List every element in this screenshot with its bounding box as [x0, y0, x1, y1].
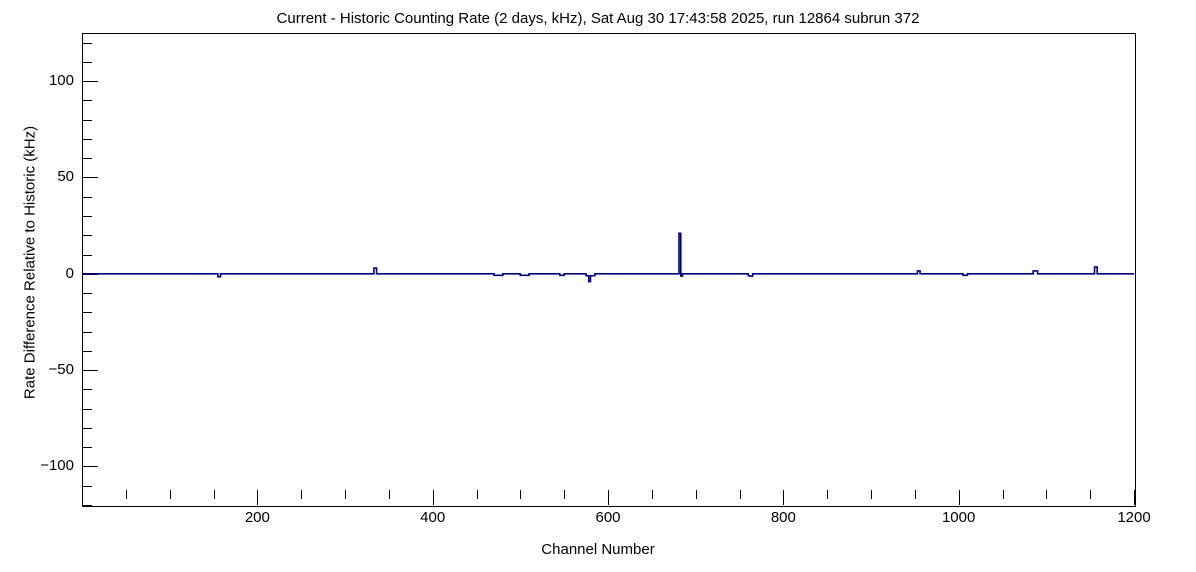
y-axis-tick [83, 331, 92, 333]
y-axis-tick [83, 254, 92, 256]
y-axis-tick-label: 50 [57, 168, 74, 186]
y-axis-tick [83, 216, 92, 218]
plot-area [82, 33, 1134, 505]
y-axis-tick [83, 312, 92, 314]
x-axis-tick [432, 490, 434, 505]
x-axis-tick [1046, 490, 1048, 499]
x-axis-tick [1134, 490, 1135, 505]
y-axis-title: Rate Difference Relative to Historic (kH… [21, 125, 39, 400]
rate-difference-trace [82, 232, 1134, 283]
x-axis-tick [783, 490, 785, 505]
x-axis-tick [871, 490, 872, 499]
x-axis-tick-label: 1000 [941, 509, 976, 526]
y-axis-tick [83, 138, 92, 140]
x-axis-tick [388, 490, 390, 499]
x-axis-tick [914, 490, 916, 499]
x-axis-tick [213, 490, 215, 499]
y-axis-tick [83, 389, 92, 391]
y-axis-tick [83, 235, 92, 237]
y-axis-tick [83, 196, 92, 198]
x-axis-tick [827, 490, 829, 499]
plot-frame [82, 33, 1136, 507]
y-axis-tick [83, 42, 92, 44]
y-axis-tick [83, 466, 98, 468]
y-axis-tick-label: 0 [65, 264, 74, 282]
x-axis-tick [651, 490, 653, 499]
x-axis-tick-label: 200 [244, 509, 270, 526]
x-axis-tick [257, 490, 259, 505]
y-axis-tick [83, 505, 92, 506]
x-axis-tick [695, 490, 697, 499]
x-axis-tick [125, 490, 127, 499]
x-axis-title: Channel Number [541, 541, 655, 558]
y-axis-tick [83, 158, 92, 160]
x-axis-tick [520, 490, 522, 499]
x-axis-tick [301, 490, 303, 499]
y-axis-tick [83, 370, 98, 372]
x-axis-tick [564, 490, 566, 499]
y-axis-tick [83, 61, 92, 63]
y-axis-tick [83, 293, 92, 295]
x-axis-tick-label: 800 [770, 509, 796, 526]
x-axis-tick [1090, 490, 1092, 499]
y-axis-tick [83, 177, 98, 179]
y-axis-tick-label: −100 [40, 457, 74, 475]
y-axis-tick [83, 408, 92, 410]
y-axis-tick [83, 81, 98, 83]
y-axis-tick-label: 100 [48, 72, 74, 90]
y-axis-tick [83, 350, 92, 352]
x-axis-tick [739, 490, 741, 499]
y-axis-tick-label: −50 [48, 361, 74, 379]
x-axis-tick-label: 1200 [1117, 509, 1151, 526]
x-axis-tick-label: 600 [595, 509, 621, 526]
y-axis-tick [83, 485, 92, 487]
y-axis-tick [83, 119, 92, 121]
x-axis-tick [345, 490, 346, 499]
y-axis-tick [83, 100, 92, 102]
histogram-series [82, 232, 1134, 283]
x-axis-tick-label: 400 [420, 509, 446, 526]
x-axis-tick [608, 490, 609, 505]
y-axis-tick [83, 447, 92, 449]
y-axis-tick [83, 427, 92, 429]
chart-title: Current - Historic Counting Rate (2 days… [276, 10, 920, 27]
x-axis-tick [476, 490, 478, 499]
x-axis-tick [958, 490, 960, 505]
x-axis-tick [169, 490, 171, 499]
x-axis-tick [1002, 490, 1004, 499]
